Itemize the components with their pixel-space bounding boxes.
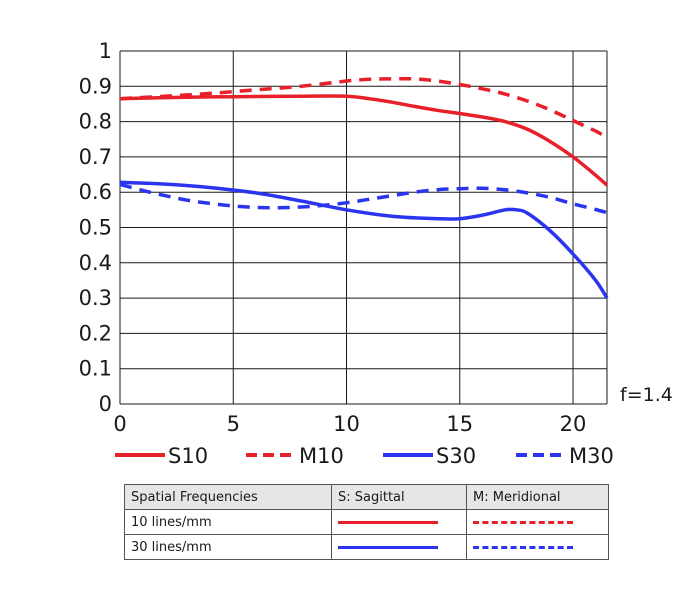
y-tick-label: 0.8: [79, 110, 112, 134]
series-line-s10: [119, 94, 609, 187]
x-tick-label: 15: [446, 412, 473, 436]
x-axis-ticks: 0 5 10 15 20: [113, 412, 586, 436]
y-tick-label: 0: [99, 392, 112, 416]
swatch-s30: [338, 545, 438, 549]
table-row: 30 lines/mm: [124, 534, 609, 560]
legend-label-m30: M30: [569, 444, 614, 468]
mtf-chart: 0 0.1 0.2 0.3 0.4 0.5 0.6 0.7 0.8 0.9 1 0 5 10 15 20 f…: [79, 39, 673, 468]
series-lines: [119, 76, 609, 300]
spatial-frequency-table: Spatial Frequencies S: Sagittal M: Merid…: [124, 484, 609, 560]
grid: [119, 50, 608, 405]
swatch-m30: [473, 545, 573, 549]
swatch-m10: [473, 520, 573, 524]
swatch-cell-s10: [331, 509, 467, 535]
series-line-m10: [119, 76, 608, 140]
header-meridional: M: Meridional: [466, 484, 609, 510]
legend-label-m10: M10: [299, 444, 344, 468]
x-tick-label: 20: [560, 412, 587, 436]
y-tick-label: 0.9: [79, 74, 112, 98]
table-header-row: Spatial Frequencies S: Sagittal M: Merid…: [124, 484, 609, 510]
x-tick-label: 10: [333, 412, 360, 436]
series-line-m30: [119, 182, 608, 215]
series-line-s30: [119, 180, 609, 300]
y-tick-label: 0.1: [79, 357, 112, 381]
swatch-cell-m10: [466, 509, 609, 535]
row-label-30: 30 lines/mm: [124, 534, 332, 560]
y-tick-label: 1: [99, 39, 112, 63]
legend-label-s30: S30: [436, 444, 476, 468]
y-tick-label: 0.5: [79, 216, 112, 240]
row-label-10: 10 lines/mm: [124, 509, 332, 535]
aperture-annotation: f=1.4: [620, 384, 673, 406]
x-tick-label: 0: [113, 412, 126, 436]
y-axis-ticks: 0 0.1 0.2 0.3 0.4 0.5 0.6 0.7 0.8 0.9 1: [79, 39, 112, 416]
legend-label-s10: S10: [168, 444, 208, 468]
y-tick-label: 0.6: [79, 180, 112, 204]
y-tick-label: 0.7: [79, 145, 112, 169]
legend: S10 M10 S30 M30: [115, 444, 614, 468]
y-tick-label: 0.2: [79, 321, 112, 345]
y-tick-label: 0.4: [79, 251, 112, 275]
swatch-cell-s30: [331, 534, 467, 560]
table-row: 10 lines/mm: [124, 509, 609, 535]
header-spatial-frequencies: Spatial Frequencies: [124, 484, 332, 510]
swatch-cell-m30: [466, 534, 609, 560]
x-tick-label: 5: [227, 412, 240, 436]
header-sagittal: S: Sagittal: [331, 484, 467, 510]
swatch-s10: [338, 520, 438, 524]
y-tick-label: 0.3: [79, 286, 112, 310]
